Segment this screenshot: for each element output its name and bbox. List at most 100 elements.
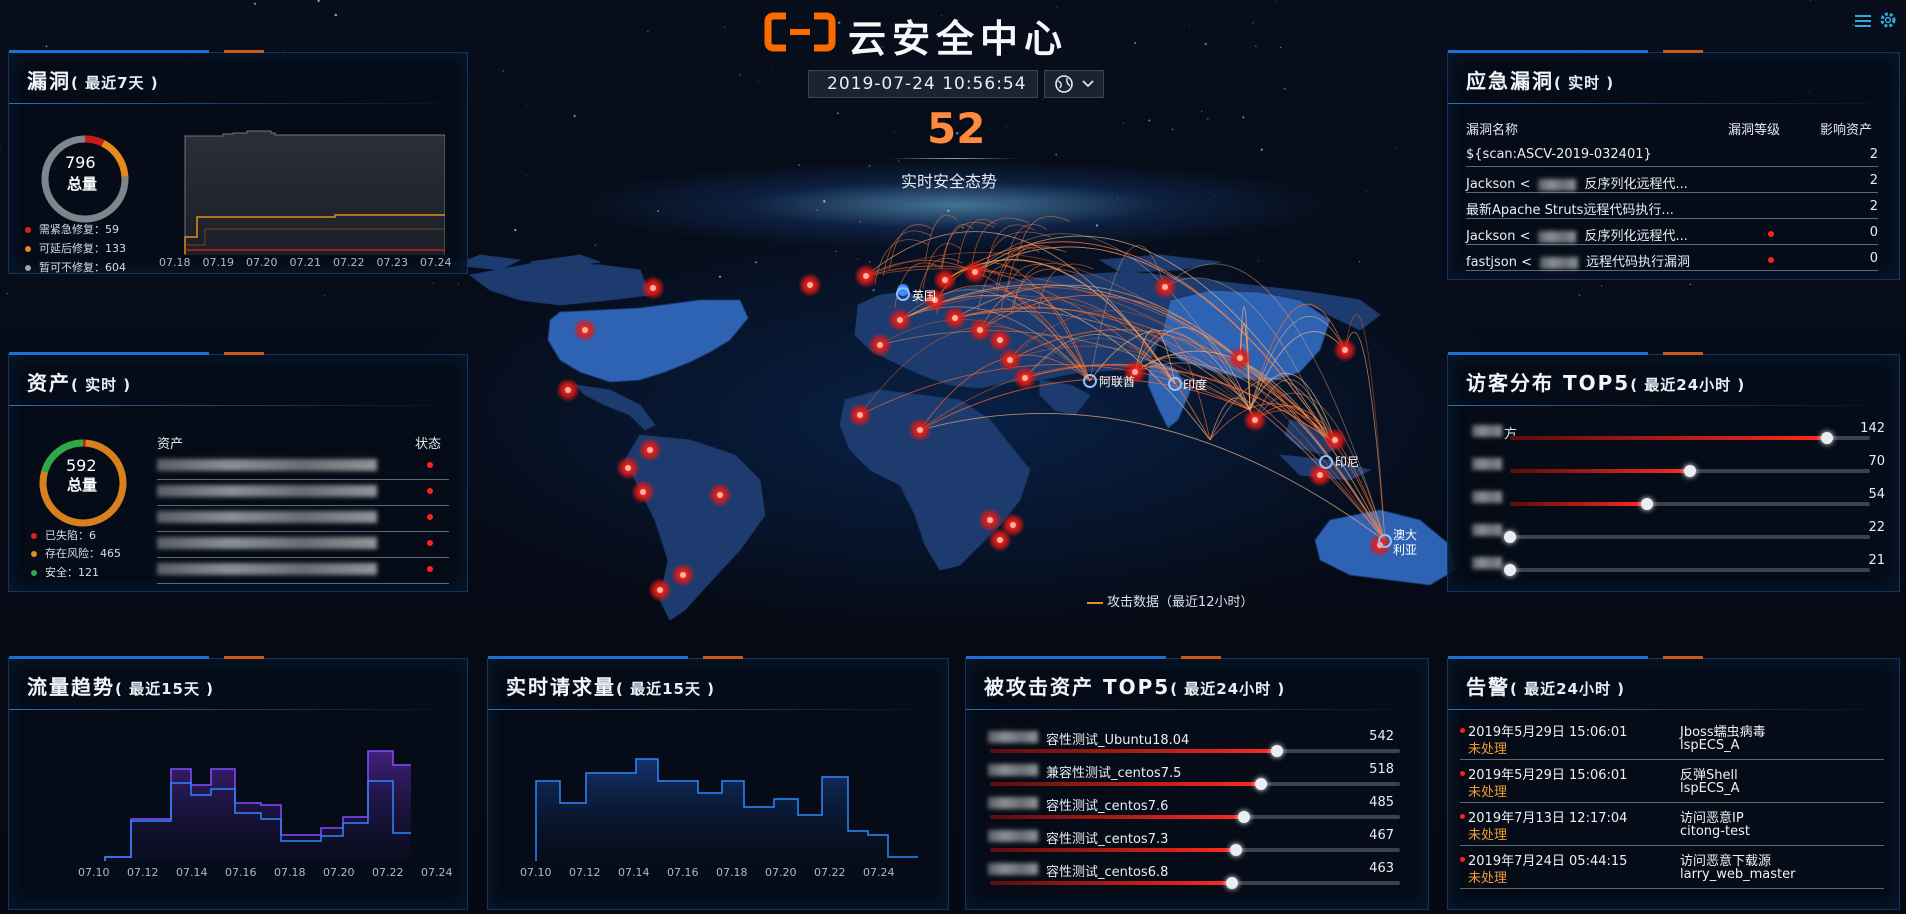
- x-tick-label: 07.14: [176, 866, 208, 879]
- globe-icon: [1055, 75, 1094, 93]
- attacked-bar-track: [990, 844, 1400, 856]
- attack-arc: [982, 231, 1052, 277]
- alert-row[interactable]: 2019年5月29日 15:06:01 未处理 反弹Shell lspECS_A: [1460, 764, 1884, 804]
- row-divider: [1466, 192, 1878, 193]
- alert-row[interactable]: 2019年5月29日 15:06:01 未处理 Jboss蠕虫病毒 lspECS_A: [1460, 721, 1884, 761]
- attack-arc: [1016, 216, 1070, 262]
- emergency-row[interactable]: fastjson < 远程代码执行漏洞 0: [1466, 249, 1878, 271]
- attack-arc: [971, 217, 1030, 264]
- x-tick-label: 07.10: [520, 866, 552, 879]
- emergency-row[interactable]: Jackson < 反序列化远程代... 2: [1466, 171, 1878, 193]
- star: [646, 30, 649, 33]
- alert-row[interactable]: 2019年7月13日 12:17:04 未处理 访问恶意IP citong-test: [1460, 807, 1884, 847]
- assets-total-value: 592: [66, 456, 97, 475]
- attacked-bar-knob: [1230, 844, 1242, 856]
- visitor-count: 54: [1868, 487, 1885, 502]
- attack-arc: [899, 295, 1251, 411]
- attacked-bar-knob: [1238, 811, 1251, 823]
- alert-host: larry_web_master: [1680, 867, 1796, 882]
- row-divider: [1466, 166, 1878, 167]
- asset-name-blurred: [157, 563, 377, 575]
- star: [1254, 45, 1257, 48]
- attack-arc: [1000, 263, 1061, 310]
- vuln-panel: 漏洞( 最近7天 ) 796 总量 需紧急修复：59 可延后修复：133 暂可不…: [8, 50, 468, 274]
- region-select[interactable]: [1044, 70, 1104, 98]
- emergency-row[interactable]: 最新Apache Struts远程代码执行... 2: [1466, 197, 1878, 219]
- alert-type: 访问恶意下载源: [1680, 854, 1772, 869]
- star: [757, 80, 760, 83]
- emergency-row[interactable]: ${scan:ASCV-2019-032401} 2: [1466, 145, 1878, 167]
- pin-australia: [1378, 534, 1392, 548]
- star: [1116, 197, 1119, 200]
- alert-type: 访问恶意IP: [1680, 811, 1744, 826]
- visitor-location-blurred: [1472, 491, 1502, 503]
- assets-legend-risk-text: 存在风险：465: [45, 547, 121, 560]
- attack-hotspot-core: [942, 277, 948, 283]
- visitor-location-blurred: [1472, 425, 1502, 437]
- traffic-panel: 流量趋势( 最近15天 ) 07.10 07.12 07.14 07.16 07.18 0…: [8, 656, 468, 910]
- star: [1042, 98, 1044, 100]
- star: [956, 132, 959, 135]
- attack-arc: [865, 252, 1386, 542]
- emergency-asset-count: 2: [1869, 147, 1878, 162]
- attack-arc: [954, 307, 1331, 441]
- star: [155, 42, 157, 44]
- alert-host: citong-test: [1680, 824, 1750, 839]
- panel-title-line: [966, 709, 1428, 710]
- star: [1861, 294, 1863, 296]
- panel-corner-accent: [1663, 50, 1703, 53]
- star: [1204, 42, 1208, 46]
- attack-hotspot-core: [1022, 375, 1028, 381]
- visitor-count: 22: [1868, 520, 1885, 535]
- star: [472, 144, 473, 146]
- requests-subtitle: ( 最近15天 ): [616, 680, 716, 698]
- emergency-row[interactable]: Jackson < 反序列化远程代... 0: [1466, 223, 1878, 245]
- attacked-prefix-blurred: [988, 830, 1038, 842]
- star: [1056, 6, 1058, 8]
- attacked-asset-name: 容性测试_Ubuntu18.04: [1046, 733, 1190, 748]
- menu-icon[interactable]: [1855, 13, 1871, 27]
- star: [1095, 224, 1099, 227]
- gear-icon[interactable]: [1879, 11, 1897, 29]
- vuln-name-part: 远程代码执行漏洞: [1586, 255, 1691, 270]
- star: [1396, 47, 1398, 49]
- x-tick-label: 07.22: [372, 866, 404, 879]
- vuln-title-text: 漏洞: [27, 69, 71, 93]
- panel-corner: [1448, 656, 1648, 659]
- visitor-bar-fill: [1510, 502, 1647, 506]
- row-divider: [157, 479, 449, 480]
- attacked-asset-name: 兼容性测试_centos7.5: [1046, 766, 1182, 781]
- attack-hotspot-core: [897, 317, 903, 323]
- legend-dot: [31, 551, 37, 557]
- attack-arc: [1024, 334, 1176, 385]
- vuln-name-part: Jackson <: [1466, 229, 1531, 244]
- panel-corner: [9, 352, 209, 355]
- attack-hotspot-core: [863, 273, 869, 279]
- attack-arc: [1089, 330, 1256, 421]
- star: [1242, 116, 1245, 119]
- attack-arc: [944, 241, 1331, 441]
- vuln-subtitle: ( 最近7天 ): [71, 74, 159, 92]
- panel-corner: [9, 656, 209, 659]
- star: [1578, 294, 1581, 297]
- attack-arc: [1010, 268, 1079, 315]
- attack-hotspot-core: [1010, 522, 1016, 528]
- vuln-name-part: 反序列化远程代...: [1584, 177, 1688, 192]
- x-tick-label: 07.20: [765, 866, 797, 879]
- visitors-subtitle: ( 最近24小时 ): [1630, 376, 1746, 394]
- row-divider: [157, 557, 449, 558]
- alert-dot: [1460, 857, 1465, 862]
- visitor-bar-knob: [1820, 432, 1833, 444]
- x-tick-label: 07.19: [202, 256, 235, 269]
- x-tick-label: 07.20: [246, 256, 278, 269]
- star: [1180, 29, 1182, 31]
- legend-dot: [25, 265, 31, 271]
- attack-arc: [1089, 244, 1166, 382]
- datetime-box: 2019-07-24 10:56:54: [808, 70, 1038, 98]
- star: [1865, 1, 1867, 2]
- attacked-bar-knob: [1271, 745, 1283, 757]
- alert-row[interactable]: 2019年7月24日 05:44:15 未处理 访问恶意下载源 larry_web_m…: [1460, 850, 1884, 890]
- star: [1188, 25, 1191, 27]
- star: [1162, 115, 1164, 116]
- attack-hotspot-core: [1332, 437, 1338, 443]
